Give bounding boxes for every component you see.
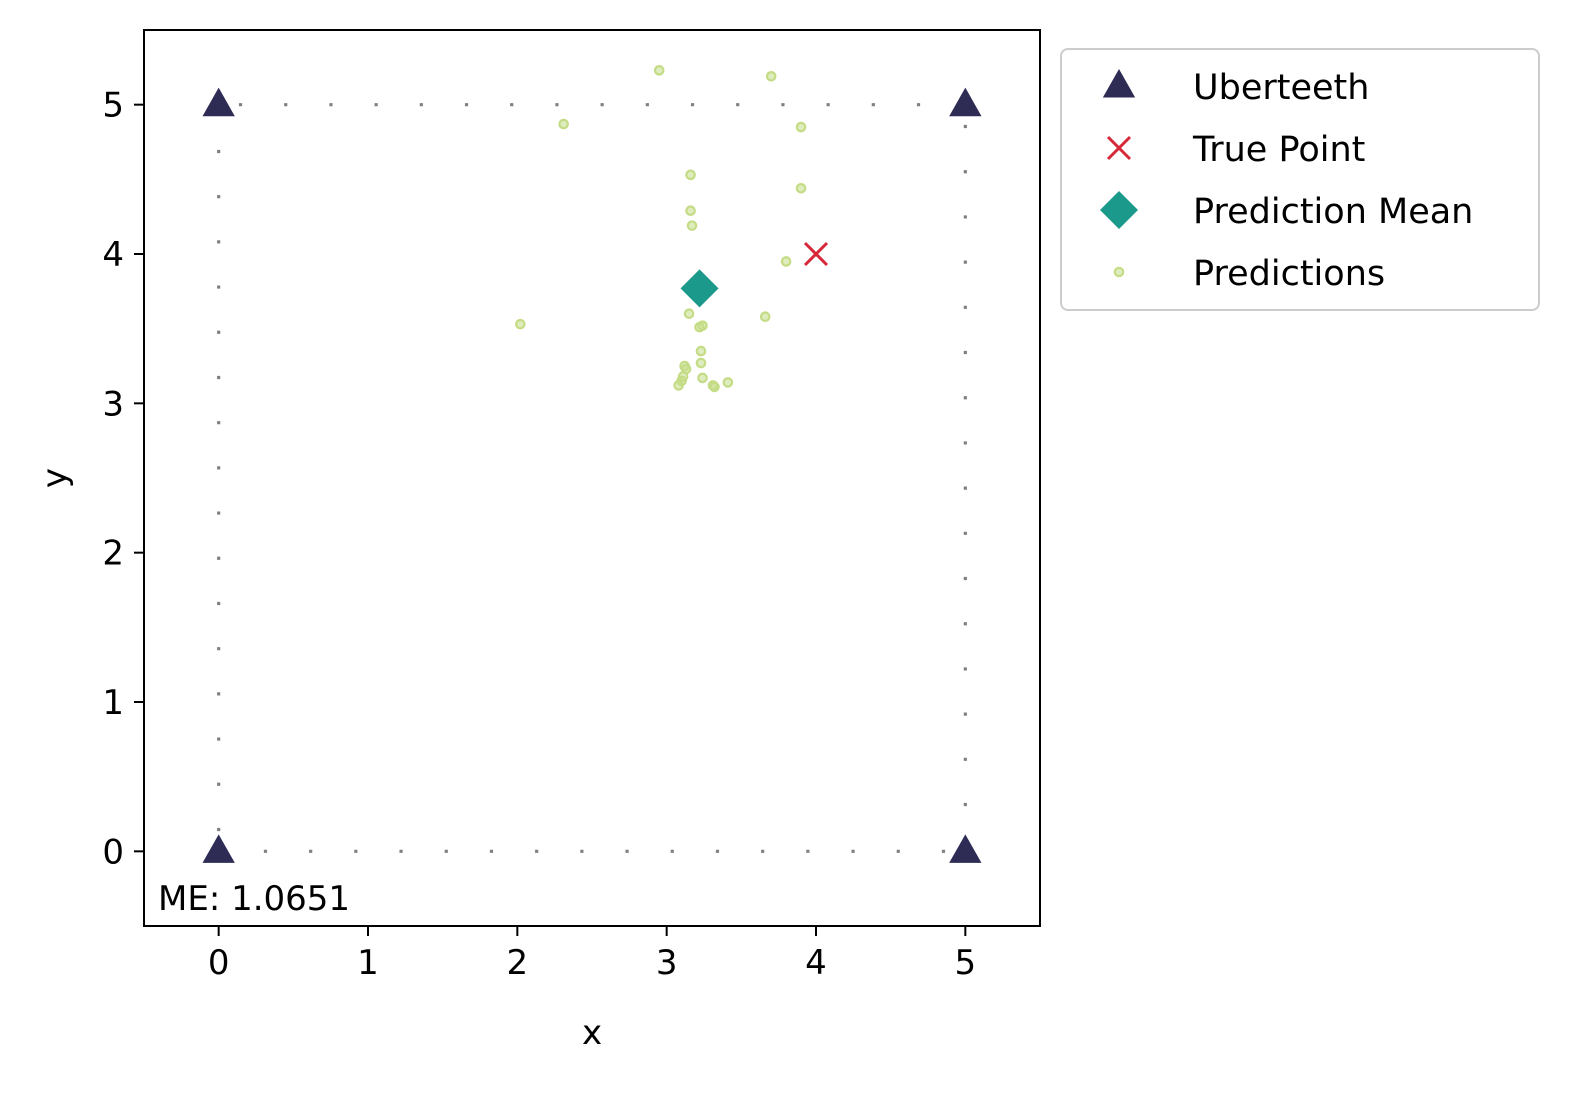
predictions-point [795,182,807,194]
legend-item-predictions: Predictions [1113,254,1385,294]
true-point-point [803,241,829,267]
axis-ticks: 0 1 2 3 4 5 0 1 2 3 4 5 [102,86,976,983]
predictions-point [685,169,696,181]
x-tick-label: 4 [805,943,827,983]
legend-label-uberteeth: Uberteeth [1193,68,1369,108]
y-tick-label: 0 [102,832,124,872]
legend-label-predictions: Predictions [1193,254,1385,294]
x-stroke [803,241,829,267]
predictions-point [780,256,792,267]
prediction-mean-point [680,269,719,308]
y-tick-label: 3 [102,384,124,424]
series-predictions [515,65,807,393]
boundary-lines [217,103,967,853]
uberteeth-point [949,834,982,863]
y-tick-label: 1 [102,683,124,723]
legend-marker-uberteeth [1102,69,1136,98]
series-uberteeth [202,87,982,863]
predictions-point [653,65,665,76]
x-axis-label: x [582,1013,602,1053]
y-tick-label: 5 [102,86,124,126]
predictions-point [515,318,526,330]
x-tick-label: 0 [208,943,230,983]
x-tick-label: 1 [357,943,379,983]
uberteeth-point [202,834,235,863]
predictions-point [673,380,684,391]
legend-marker-predictions [1113,266,1125,278]
x-tick-label: 3 [656,943,678,983]
uberteeth-point [202,87,235,117]
predictions-point [795,121,807,133]
x-tick-label: 5 [955,943,977,983]
predictions-point [709,381,720,393]
y-tick-label: 4 [102,235,124,275]
predictions-point [695,357,707,369]
legend-item-true-point: True Point [1106,130,1365,170]
me-annotation: ME: 1.0651 [158,879,350,919]
predictions-point [685,205,696,216]
predictions-point [683,308,695,320]
x-tick-label: 2 [507,943,529,983]
predictions-point [765,70,777,82]
legend-label-true-point: True Point [1192,130,1365,170]
series-prediction-mean [680,269,719,308]
y-tick-label: 2 [102,534,124,574]
legend-label-prediction-mean: Prediction Mean [1193,192,1473,232]
legend-box [1060,48,1540,311]
predictions-point [558,118,569,130]
legend: Uberteeth True Point Prediction Mean Predic… [1060,48,1540,311]
legend-item-uberteeth: Uberteeth [1102,68,1369,108]
y-axis-label: y [35,468,75,488]
uberteeth-point [949,87,982,117]
series-true-point [803,241,829,267]
predictions-point [697,372,708,384]
plot-frame [143,29,1041,927]
predictions-point [722,377,734,388]
x-stroke [1106,135,1132,161]
data-marks [202,65,982,863]
legend-item-prediction-mean: Prediction Mean [1100,191,1473,232]
predictions-point [759,311,771,323]
predictions-point [697,320,708,331]
predictions-point [686,220,698,231]
legend-marker-prediction-mean [1100,191,1138,229]
legend-marker-true-point [1106,135,1132,161]
predictions-point [695,345,707,357]
